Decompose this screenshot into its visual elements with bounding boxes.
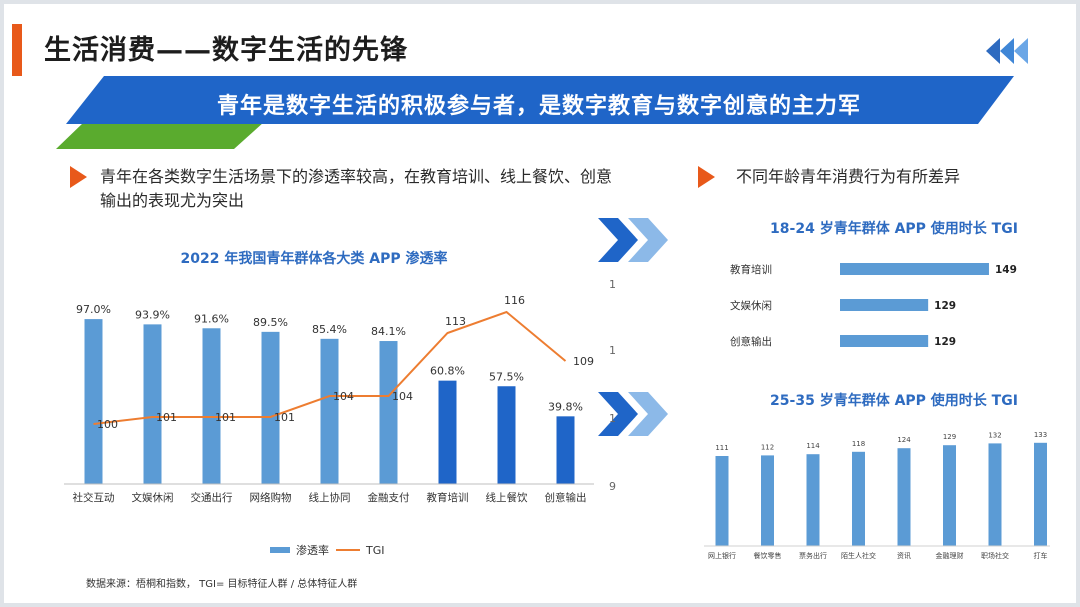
legend-swatch-bar: [270, 547, 290, 553]
data-label: 93.9%: [135, 308, 170, 321]
chart-title: 18-24 岁青年群体 APP 使用时长 TGI: [770, 221, 1018, 237]
x-tick-label: 教育培训: [427, 491, 469, 504]
bar: [438, 380, 457, 484]
y2-tick-label: 9: [609, 480, 616, 493]
data-label: 132: [988, 431, 1001, 439]
data-label: 129: [934, 336, 956, 348]
page-title: 生活消费——数字生活的先锋: [44, 35, 408, 66]
x-tick-label: 职场社交: [981, 551, 1009, 560]
back-arrows-icon[interactable]: [986, 38, 1032, 64]
bar: [1034, 442, 1047, 546]
bar: [379, 341, 398, 484]
banner-text: 青年是数字生活的积极参与者，是数字教育与数字创意的主力军: [216, 94, 861, 119]
data-label: 112: [761, 443, 774, 451]
banner-shape: [56, 76, 1014, 149]
x-tick-label: 餐饮零售: [754, 551, 782, 560]
chart-title: 25-35 岁青年群体 APP 使用时长 TGI: [770, 393, 1018, 409]
data-label: 149: [995, 264, 1017, 276]
bar: [143, 324, 162, 484]
x-tick-label: 交通出行: [191, 491, 233, 504]
bar: [988, 443, 1002, 546]
data-label: 129: [934, 300, 956, 312]
x-tick-label: 资讯: [897, 551, 911, 560]
bar: [897, 448, 911, 546]
y-tick-label: 创意输出: [730, 335, 772, 348]
line-data-label: 100: [97, 418, 118, 431]
chart-title: 2022 年我国青年群体各大类 APP 渗透率: [180, 251, 448, 267]
bar: [320, 338, 339, 484]
data-label: 39.8%: [548, 400, 583, 413]
line-data-label: 101: [156, 411, 177, 424]
x-tick-label: 文娱休闲: [132, 491, 174, 504]
data-label: 129: [943, 433, 956, 441]
title-accent-bar: [12, 24, 22, 76]
legend-label: 渗透率: [296, 543, 329, 557]
chevron-right-icon: [598, 218, 668, 262]
data-label: 133: [1034, 431, 1047, 439]
x-tick-label: 社交互动: [73, 491, 115, 504]
line-data-label: 109: [573, 355, 594, 368]
bar: [497, 386, 516, 484]
data-label: 114: [806, 442, 820, 450]
bar: [943, 445, 956, 546]
x-tick-label: 票务出行: [799, 551, 827, 560]
line-data-label: 104: [333, 390, 354, 403]
bar: [261, 331, 280, 484]
bar: [715, 456, 729, 546]
data-label: 111: [715, 444, 728, 452]
x-tick-label: 网络购物: [250, 491, 292, 504]
x-tick-label: 金融支付: [368, 491, 410, 504]
bar: [84, 319, 103, 484]
y2-tick-label: 1: [609, 278, 616, 291]
x-tick-label: 网上银行: [708, 551, 736, 560]
line-data-label: 113: [445, 315, 466, 328]
bar: [840, 263, 989, 275]
left-bullet-text: 青年在各类数字生活场景下的渗透率较高，在教育培训、线上餐饮、创意输出的表现尤为突…: [100, 167, 613, 210]
y2-tick-label: 1: [609, 412, 616, 425]
line-data-label: 116: [504, 294, 525, 307]
x-tick-label: 陌生人社交: [841, 551, 876, 560]
right-bullet-text: 不同年龄青年消费行为有所差异: [736, 167, 961, 186]
slide: 生活消费——数字生活的先锋 青年是数字生活的积极参与者，是数字教育与数字创意的主…: [4, 4, 1076, 603]
y-tick-label: 教育培训: [730, 263, 772, 276]
data-label: 60.8%: [430, 365, 465, 378]
data-label: 84.1%: [371, 325, 406, 338]
x-tick-label: 线上协同: [309, 491, 351, 504]
bar: [806, 454, 820, 546]
data-label: 118: [852, 440, 865, 448]
tgi-25-35-chart: 111 网上银行 112 餐饮零售 114 票务出行 118 陌生人社交 124 资讯 129 金融理…: [704, 431, 1050, 560]
chevron-right-icon: [598, 392, 668, 436]
x-tick-label: 创意输出: [545, 491, 587, 504]
bar: [202, 328, 221, 484]
bullet-arrow-icon: [698, 166, 715, 188]
x-tick-label: 打车: [1034, 551, 1048, 560]
x-tick-label: 金融理财: [936, 551, 964, 560]
data-label: 97.0%: [76, 303, 111, 316]
line-data-label: 101: [274, 411, 295, 424]
legend-label: TGI: [365, 544, 385, 557]
tgi-line: [93, 310, 567, 425]
x-tick-label: 线上餐饮: [486, 491, 528, 504]
data-label: 57.5%: [489, 370, 524, 383]
bar: [852, 451, 865, 546]
bar: [840, 335, 929, 347]
data-label: 124: [897, 436, 911, 444]
tgi-18-24-chart: 教育培训 149 文娱休闲 129 创意输出 129: [730, 263, 1017, 348]
data-label: 85.4%: [312, 323, 347, 336]
line-data-label: 101: [215, 411, 236, 424]
data-source-note: 数据来源：梧桐和指数， TGI= 目标特征人群 / 总体特征人群: [86, 579, 358, 590]
line-data-label: 104: [392, 390, 413, 403]
y-tick-label: 文娱休闲: [730, 299, 772, 312]
bullet-arrow-icon: [70, 166, 87, 188]
y2-tick-label: 1: [609, 344, 616, 357]
penetration-chart: 97.0% 社交互动 93.9% 文娱休闲 91.6% 交通出行 89.5% 网络购物 85.4…: [64, 278, 616, 557]
data-label: 91.6%: [194, 312, 229, 325]
data-label: 89.5%: [253, 316, 288, 329]
bar: [840, 299, 929, 311]
bar: [761, 455, 774, 546]
bar: [556, 416, 575, 484]
